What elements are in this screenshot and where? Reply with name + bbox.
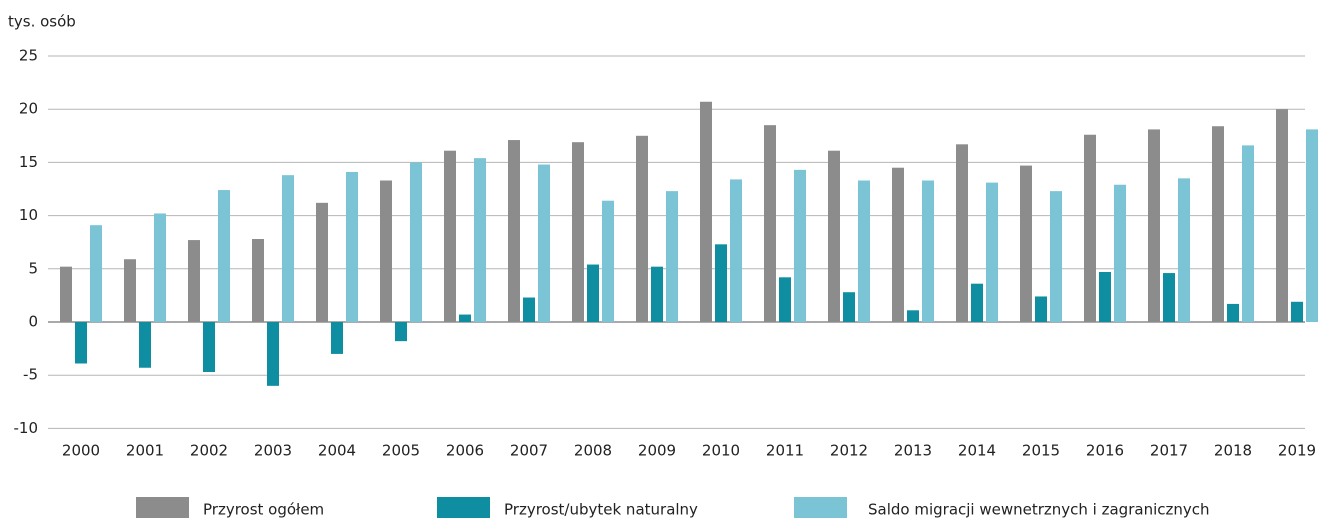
bar (331, 322, 343, 354)
x-tick-label: 2013 (894, 442, 932, 460)
bar (203, 322, 215, 373)
bar (602, 200, 614, 322)
bar (636, 135, 648, 322)
bar (538, 164, 550, 322)
x-tick-label: 2008 (574, 442, 612, 460)
bar (843, 292, 855, 322)
bar (346, 171, 358, 322)
bar (267, 322, 279, 386)
bar (316, 202, 328, 322)
bar (1242, 145, 1254, 322)
x-tick-label: 2011 (766, 442, 804, 460)
bar (282, 175, 294, 322)
bar (154, 213, 166, 322)
x-tick-label: 2003 (254, 442, 292, 460)
legend-label: Przyrost ogółem (203, 501, 324, 518)
bar (474, 158, 486, 322)
bar (1148, 129, 1160, 322)
bar (1227, 303, 1239, 322)
bar (252, 239, 264, 322)
y-tick-label: 15 (19, 153, 38, 171)
bar (858, 180, 870, 322)
legend-swatch (136, 497, 189, 518)
bar (971, 283, 983, 322)
legend-label: Saldo migracji wewnetrznych i zagraniczn… (868, 501, 1210, 518)
x-tick-label: 2005 (382, 442, 420, 460)
bar (1020, 165, 1032, 322)
bar (444, 150, 456, 322)
x-tick-label: 2016 (1086, 442, 1124, 460)
bar (75, 322, 87, 364)
y-tick-label: 0 (28, 313, 38, 331)
bar (508, 140, 520, 322)
x-tick-label: 2017 (1150, 442, 1188, 460)
legend-label: Przyrost/ubytek naturalny (504, 501, 698, 518)
x-tick-label: 2009 (638, 442, 676, 460)
x-tick-label: 2019 (1278, 442, 1316, 460)
bar (218, 190, 230, 322)
bar (188, 240, 200, 322)
y-tick-label: 5 (28, 259, 38, 277)
x-tick-label: 2012 (830, 442, 868, 460)
y-tick-label: 25 (19, 47, 38, 65)
bar (794, 169, 806, 322)
x-tick-label: 2015 (1022, 442, 1060, 460)
bar (1276, 109, 1288, 322)
bar (1212, 126, 1224, 322)
bar (572, 142, 584, 322)
legend-swatch (437, 497, 490, 518)
bar (764, 125, 776, 322)
bar (410, 162, 422, 322)
bar (124, 259, 136, 322)
y-tick-label: -5 (23, 366, 38, 384)
x-tick-label: 2018 (1214, 442, 1252, 460)
x-tick-label: 2014 (958, 442, 996, 460)
bar (523, 297, 535, 322)
bar (907, 310, 919, 322)
x-tick-label: 2006 (446, 442, 484, 460)
bar (892, 167, 904, 322)
x-tick-label: 2004 (318, 442, 356, 460)
bar (1306, 129, 1318, 322)
x-tick-label: 2001 (126, 442, 164, 460)
bar (1035, 296, 1047, 322)
y-tick-label: 10 (19, 206, 38, 224)
bar (1163, 273, 1175, 322)
bar (1114, 184, 1126, 322)
bar (715, 244, 727, 322)
bar (90, 225, 102, 322)
bar (700, 101, 712, 322)
bar (779, 277, 791, 322)
bar (395, 322, 407, 342)
bar (986, 182, 998, 322)
bar (922, 180, 934, 322)
bar (380, 180, 392, 322)
legend-swatch (794, 497, 847, 518)
bar (139, 322, 151, 368)
x-tick-label: 2000 (62, 442, 100, 460)
bar (1050, 191, 1062, 322)
bar (730, 179, 742, 322)
y-tick-label: 20 (19, 100, 38, 118)
bar (1291, 301, 1303, 322)
bar (1084, 134, 1096, 322)
bar (651, 266, 663, 322)
bar (956, 144, 968, 322)
x-tick-label: 2007 (510, 442, 548, 460)
bar (828, 150, 840, 322)
bar (60, 266, 72, 322)
x-tick-label: 2010 (702, 442, 740, 460)
x-tick-label: 2002 (190, 442, 228, 460)
bar (1099, 271, 1111, 322)
bar (1178, 178, 1190, 322)
bar (459, 314, 471, 322)
y-axis-label: tys. osób (8, 13, 76, 31)
bar (666, 191, 678, 322)
y-tick-label: -10 (14, 419, 39, 437)
bar (587, 264, 599, 322)
